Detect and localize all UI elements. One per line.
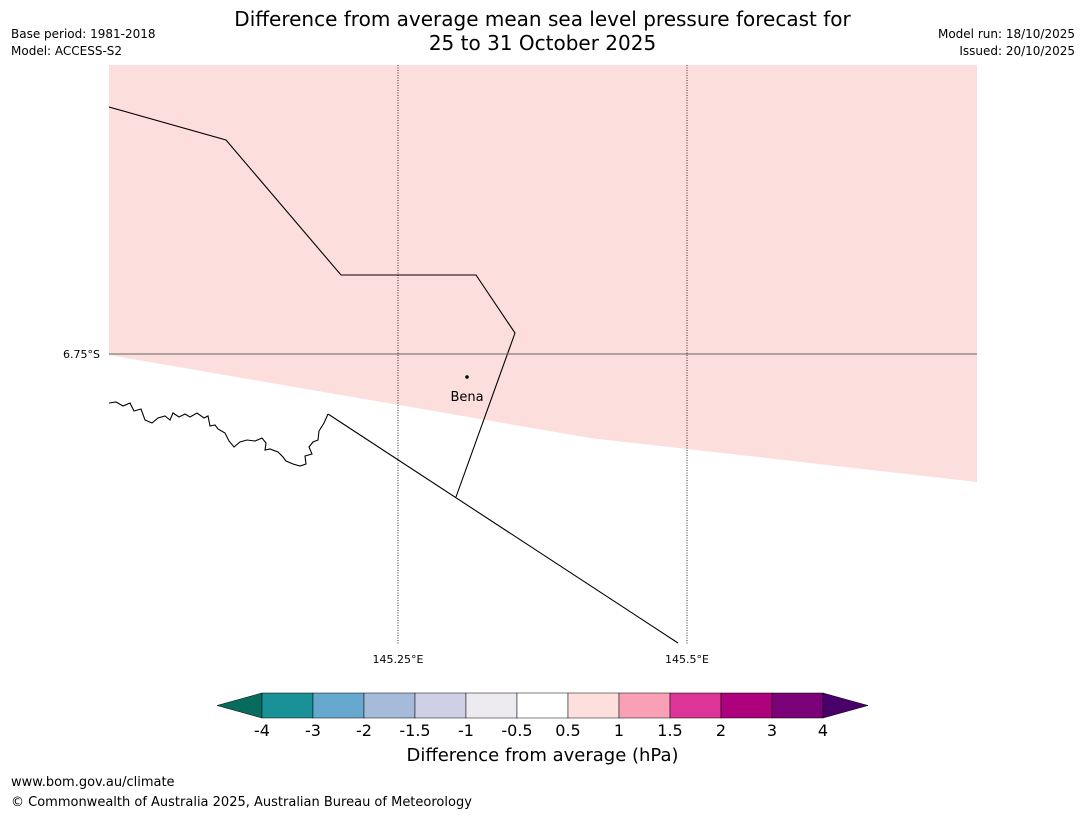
colorbar-tick-label: -1.5 <box>399 721 431 740</box>
footer-copyright: © Commonwealth of Australia 2025, Austra… <box>11 795 472 810</box>
colorbar-segment <box>414 692 467 719</box>
boundary-line <box>327 413 679 644</box>
colorbar-segment <box>771 692 824 719</box>
latitude-label: 6.75°S <box>63 348 100 361</box>
meta-left: Base period: 1981-2018 Model: ACCESS-S2 <box>11 26 156 60</box>
colorbar-tick-label: 0.5 <box>555 721 581 740</box>
colorbar-segment <box>465 692 518 719</box>
colorbar-tick-label: 1.5 <box>657 721 683 740</box>
colorbar-tick-label: 3 <box>766 721 778 740</box>
longitude-label: 145.5°E <box>665 653 709 666</box>
footer-url[interactable]: www.bom.gov.au/climate <box>11 775 175 790</box>
town-marker <box>465 375 469 379</box>
colorbar-tick-label: 2 <box>715 721 727 740</box>
model-run: Model run: 18/10/2025 <box>937 27 1075 41</box>
colorbar-title: Difference from average (hPa) <box>406 745 679 766</box>
colorbar-extend-high <box>822 692 869 719</box>
colorbar-segment <box>618 692 671 719</box>
longitude-label: 145.25°E <box>373 653 424 666</box>
colorbar-tick-label: -3 <box>305 721 321 740</box>
colorbar-tick-label: -1 <box>458 721 474 740</box>
chart-title-line1: Difference from average mean sea level p… <box>234 7 851 31</box>
town-label: Bena <box>450 390 483 405</box>
colorbar-tick-label: 1 <box>613 721 625 740</box>
colorbar-segment <box>312 692 365 719</box>
colorbar-tick-label: -0.5 <box>501 721 533 740</box>
meta-right: Model run: 18/10/2025 Issued: 20/10/2025 <box>938 26 1075 60</box>
base-period: Base period: 1981-2018 <box>11 27 156 41</box>
coastline <box>109 401 329 467</box>
colorbar-tick-label: -4 <box>254 721 270 740</box>
colorbar-extend-low <box>216 692 263 719</box>
model-name: Model: ACCESS-S2 <box>11 44 123 58</box>
colorbar-segment <box>261 692 314 719</box>
colorbar-tick-label: 4 <box>817 721 829 740</box>
colorbar-segment <box>363 692 416 719</box>
colorbar-tick-label: -2 <box>356 721 372 740</box>
boundary-line <box>109 106 516 498</box>
colorbar-segment <box>720 692 773 719</box>
colorbar-segment <box>669 692 722 719</box>
colorbar-segment <box>567 692 620 719</box>
chart-title-line2: 25 to 31 October 2025 <box>428 31 657 55</box>
pressure-anomaly-shading <box>109 65 977 482</box>
issued-date: Issued: 20/10/2025 <box>959 44 1075 58</box>
colorbar-segment <box>516 692 569 719</box>
colorbar <box>216 692 869 719</box>
